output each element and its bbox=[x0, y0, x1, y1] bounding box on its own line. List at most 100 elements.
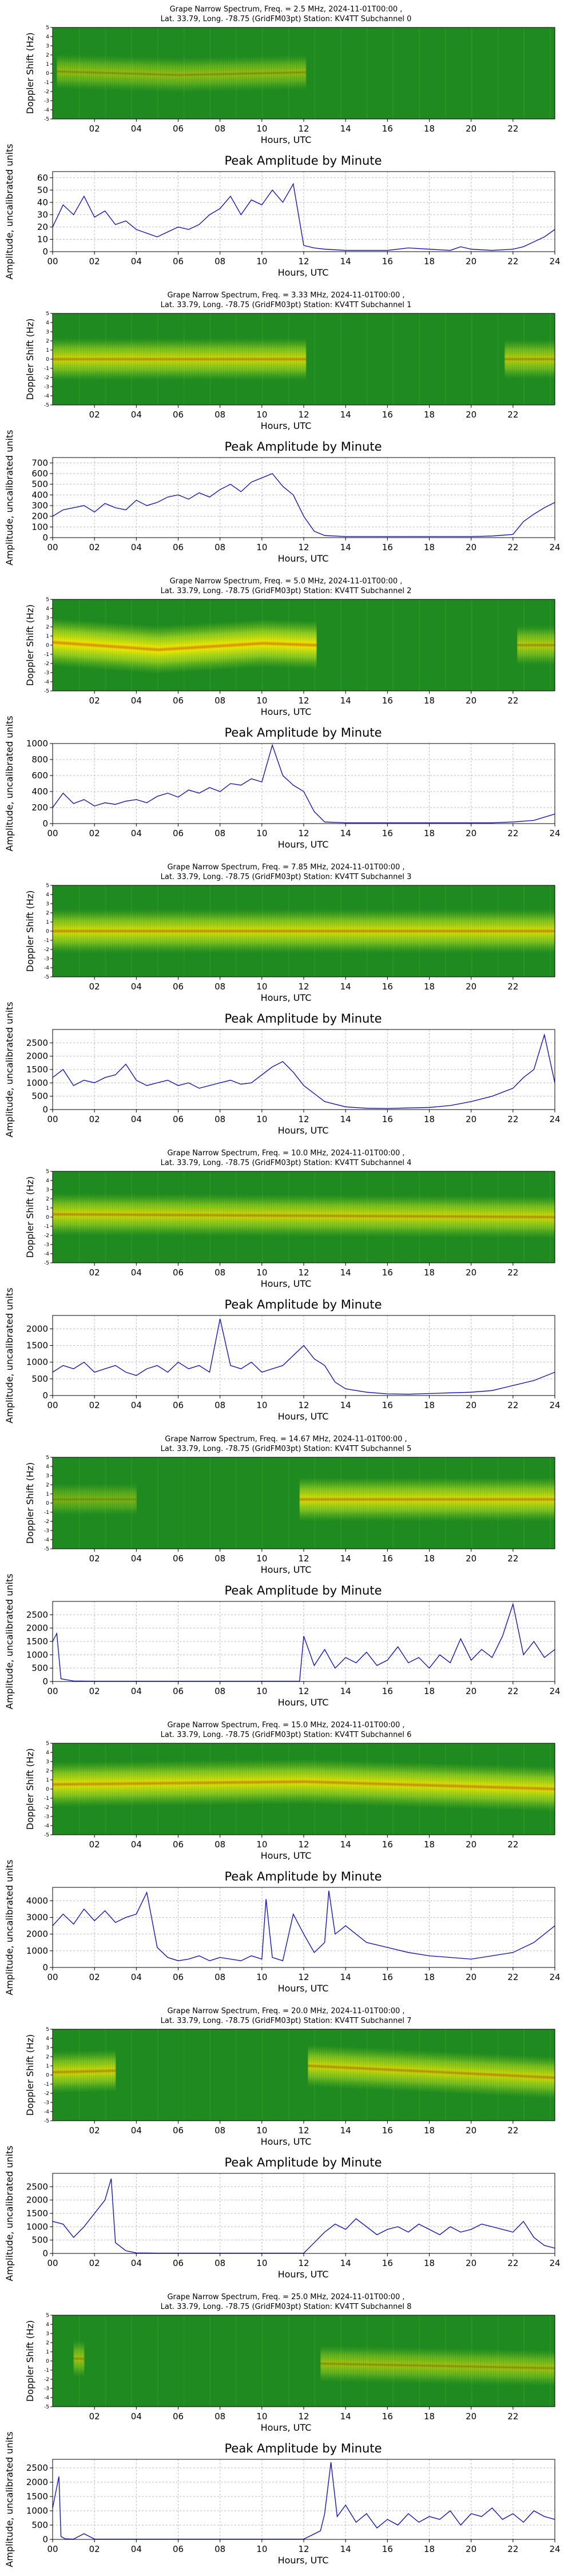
amplitude-title: Peak Amplitude by Minute bbox=[225, 1012, 382, 1025]
spectrogram-noise-column bbox=[340, 27, 342, 119]
spectrogram-signal-0 bbox=[448, 1763, 451, 1809]
spectrogram-signal-0 bbox=[261, 619, 265, 668]
spectrogram-signal-1 bbox=[525, 1477, 529, 1521]
spectrogram-signal-0 bbox=[236, 909, 240, 953]
spectrogram-signal-0 bbox=[77, 1193, 81, 1236]
spectrogram-signal-1 bbox=[454, 2348, 457, 2385]
amplitude-ylabel: Amplitude, uncalibrated units bbox=[4, 2431, 15, 2567]
spectrogram-signal-0 bbox=[161, 1194, 164, 1237]
spectrogram-signal-1 bbox=[324, 1477, 327, 1521]
amplitude-xtick-label: 22 bbox=[507, 2544, 518, 2554]
spectrogram-signal-0 bbox=[58, 1193, 62, 1236]
spectrogram-signal-0 bbox=[408, 909, 411, 953]
spectrogram-signal-0 bbox=[232, 1759, 235, 1806]
amplitude-xtick-label: 12 bbox=[298, 1400, 309, 1410]
spectrogram-xtick-label: 16 bbox=[382, 410, 393, 420]
spectrogram-xtick-label: 12 bbox=[298, 695, 309, 706]
spectrogram-signal-0 bbox=[109, 1193, 112, 1236]
amplitude-ytick-label: 0 bbox=[42, 2248, 48, 2259]
spectrogram-signal-0 bbox=[523, 1765, 526, 1811]
spectrogram-signal-0 bbox=[144, 337, 148, 381]
amplitude-xtick-label: 18 bbox=[424, 1972, 435, 1982]
spectrogram-signal-0 bbox=[222, 621, 225, 670]
spectrogram-signal-0 bbox=[517, 1765, 520, 1811]
spectrogram-signal-0 bbox=[531, 1766, 535, 1811]
spectrogram-ytick-label: 4 bbox=[46, 1178, 49, 1184]
spectrogram-signal-0 bbox=[207, 337, 210, 381]
amplitude-title: Peak Amplitude by Minute bbox=[225, 1298, 382, 1311]
spectrogram-signal-0 bbox=[352, 1194, 355, 1238]
spectrogram-signal-0 bbox=[94, 337, 97, 381]
spectrogram-xtick-label: 14 bbox=[340, 695, 351, 706]
spectrogram-xlabel: Hours, UTC bbox=[261, 1564, 312, 1575]
spectrogram-signal-0 bbox=[243, 56, 246, 92]
spectrogram-signal-0 bbox=[213, 1194, 216, 1237]
spectrogram-signal-0 bbox=[169, 57, 173, 93]
spectrogram-xtick-label: 16 bbox=[382, 2125, 393, 2136]
spectrogram-signal-0 bbox=[94, 2050, 97, 2093]
spectrogram-signal-1 bbox=[458, 1477, 461, 1521]
spectrogram-signal-1 bbox=[327, 2345, 329, 2382]
spectrogram-signal-1 bbox=[483, 2348, 486, 2386]
amplitude-xtick-label: 10 bbox=[256, 828, 267, 838]
spectrogram-signal-0 bbox=[276, 619, 279, 668]
spectrogram-signal-0 bbox=[213, 622, 216, 671]
spectrogram-ytick-label: -5 bbox=[44, 403, 49, 408]
spectrogram-signal-0 bbox=[496, 1195, 499, 1238]
spectrogram-signal-0 bbox=[146, 909, 149, 953]
spectrogram-noise-column bbox=[183, 1457, 185, 1549]
spectrogram-signal-0 bbox=[201, 623, 204, 671]
spectrogram-signal-1 bbox=[364, 1477, 367, 1521]
spectrogram-xtick-label: 06 bbox=[173, 410, 184, 420]
amplitude-ylabel: Amplitude, uncalibrated units bbox=[4, 1859, 15, 1995]
amplitude-xtick-label: 24 bbox=[549, 2258, 560, 2268]
spectrogram-signal-0 bbox=[371, 909, 374, 953]
spectrogram-signal-0 bbox=[349, 1760, 352, 1806]
spectrogram-signal-0 bbox=[521, 1195, 524, 1238]
spectrogram-signal-0 bbox=[305, 621, 308, 669]
spectrogram-signal-0 bbox=[163, 1194, 166, 1237]
spectrogram-signal-0 bbox=[389, 909, 392, 953]
amplitude-xtick-label: 16 bbox=[382, 828, 393, 838]
spectrogram-xtick-label: 14 bbox=[340, 124, 351, 134]
spectrogram-signal-0 bbox=[113, 55, 116, 91]
spectrogram-ytick-label: 0 bbox=[46, 2073, 49, 2078]
spectrogram-signal-0 bbox=[536, 1766, 539, 1811]
amplitude-xtick-label: 12 bbox=[298, 542, 309, 552]
spectrogram-signal-0 bbox=[381, 1195, 384, 1238]
amplitude-ytick-label: 200 bbox=[31, 511, 48, 522]
spectrogram-signal-0 bbox=[218, 1194, 221, 1237]
spectrogram-signal-1 bbox=[527, 1477, 530, 1521]
spectrogram-signal-0 bbox=[80, 909, 82, 953]
spectrogram-signal-1 bbox=[368, 2047, 371, 2090]
spectrogram-signal-0 bbox=[80, 1483, 82, 1516]
spectrogram-signal-0 bbox=[293, 337, 296, 381]
spectrogram-signal-0 bbox=[249, 909, 252, 953]
spectrogram-signal-0 bbox=[276, 55, 279, 91]
spectrogram-ytick-label: -2 bbox=[44, 89, 49, 95]
spectrogram-signal-0 bbox=[193, 909, 196, 953]
spectrogram-signal-0 bbox=[67, 619, 70, 668]
spectrogram-signal-0 bbox=[220, 337, 223, 381]
spectrogram-signal-0 bbox=[111, 337, 114, 381]
spectrogram-signal-0 bbox=[230, 909, 233, 953]
spectrogram-signal-0 bbox=[377, 1195, 380, 1238]
spectrogram-signal-0 bbox=[540, 909, 543, 953]
spectrogram-signal-0 bbox=[255, 1759, 259, 1805]
amplitude-xtick-label: 10 bbox=[256, 256, 267, 267]
amplitude-xtick-label: 00 bbox=[47, 1400, 58, 1410]
spectrogram-signal-1 bbox=[331, 2045, 333, 2089]
spectrogram-signal-1 bbox=[433, 2347, 436, 2384]
spectrogram-signal-0 bbox=[339, 909, 342, 953]
spectrogram-signal-0 bbox=[111, 55, 114, 91]
spectrogram-signal-0 bbox=[517, 909, 520, 953]
spectrogram-signal-1 bbox=[458, 2052, 461, 2094]
spectrogram-signal-1 bbox=[375, 2048, 378, 2090]
spectrogram-signal-0 bbox=[487, 909, 491, 953]
spectrogram-signal-0 bbox=[467, 909, 470, 953]
spectrogram-noise-column bbox=[314, 2315, 316, 2407]
spectrogram-signal-0 bbox=[327, 1194, 329, 1237]
spectrogram-signal-1 bbox=[416, 1477, 419, 1521]
spectrogram-signal-0 bbox=[94, 1193, 97, 1236]
spectrogram-signal-0 bbox=[172, 625, 174, 673]
